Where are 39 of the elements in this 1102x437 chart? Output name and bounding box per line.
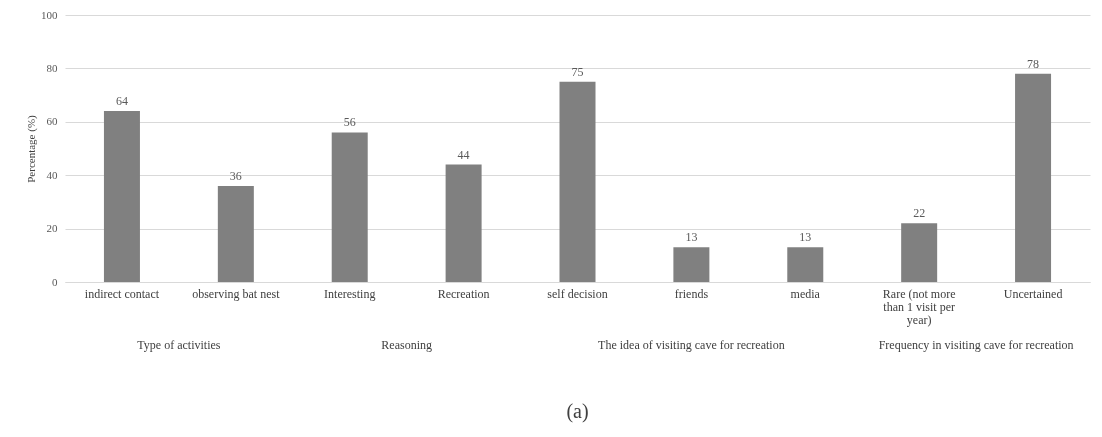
data-label: 75 [571,64,584,79]
y-tick-label: 100 [41,8,58,21]
x-tick-label: observing bat nest [192,286,281,301]
text: (a) [566,400,589,423]
y-tick-label: 80 [46,61,58,74]
text: Frequency in visiting cave for recreation [878,338,1074,352]
x-tick-label: indirect contact [84,286,160,301]
bar [1015,73,1052,282]
x-tick-label: Uncertained [1003,286,1063,301]
text: The idea of visiting cave for recreation [598,338,785,352]
y-tick-label: 20 [46,222,58,235]
bar [331,132,368,282]
data-label: 44 [457,147,470,162]
data-label: 64 [115,94,128,109]
text: Reasoning [381,338,432,352]
bar [673,247,710,282]
data-label: 13 [799,230,812,245]
y-axis-title: Percentage (%) [25,114,38,183]
y-tick-label: 0 [52,275,58,288]
data-label: 22 [913,206,926,221]
data-label: 13 [685,230,698,245]
text: Type of activities [137,338,221,352]
x-tick-label: friends [674,286,709,301]
y-tick-label: 40 [46,168,58,181]
x-tick-label: media [790,286,821,301]
bar [787,247,824,282]
bar [103,111,140,282]
data-label: 78 [1027,56,1040,71]
x-tick-label: Rare (not more than 1 visit per year) [882,286,956,327]
bar [559,81,596,282]
x-tick-label: self decision [547,286,608,301]
bar [445,164,482,282]
data-label: 56 [343,115,356,130]
y-tick-label: 60 [46,115,58,128]
bar [217,185,254,282]
x-tick-label: Recreation [437,286,490,301]
x-tick-label: Interesting [324,286,376,301]
data-label: 36 [229,168,242,183]
bar [901,223,938,282]
